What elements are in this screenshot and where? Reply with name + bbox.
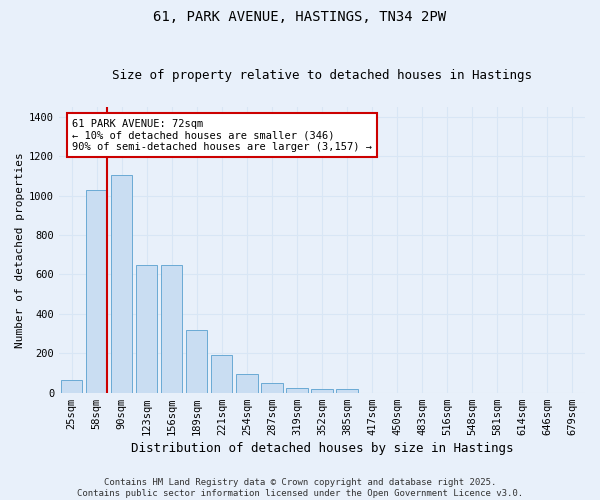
Bar [236,374,257,392]
Bar [261,383,283,392]
Text: 61 PARK AVENUE: 72sqm
← 10% of detached houses are smaller (346)
90% of semi-det: 61 PARK AVENUE: 72sqm ← 10% of detached … [72,118,372,152]
Bar [86,190,107,392]
Title: Size of property relative to detached houses in Hastings: Size of property relative to detached ho… [112,69,532,82]
Bar [211,355,232,393]
Bar [111,175,132,392]
Text: Contains HM Land Registry data © Crown copyright and database right 2025.
Contai: Contains HM Land Registry data © Crown c… [77,478,523,498]
Bar [161,264,182,392]
Y-axis label: Number of detached properties: Number of detached properties [15,152,25,348]
Bar [286,388,308,392]
Bar [337,390,358,392]
Bar [186,330,208,392]
Bar [311,389,332,392]
Bar [61,380,82,392]
Bar [136,265,157,392]
Text: 61, PARK AVENUE, HASTINGS, TN34 2PW: 61, PARK AVENUE, HASTINGS, TN34 2PW [154,10,446,24]
X-axis label: Distribution of detached houses by size in Hastings: Distribution of detached houses by size … [131,442,513,455]
